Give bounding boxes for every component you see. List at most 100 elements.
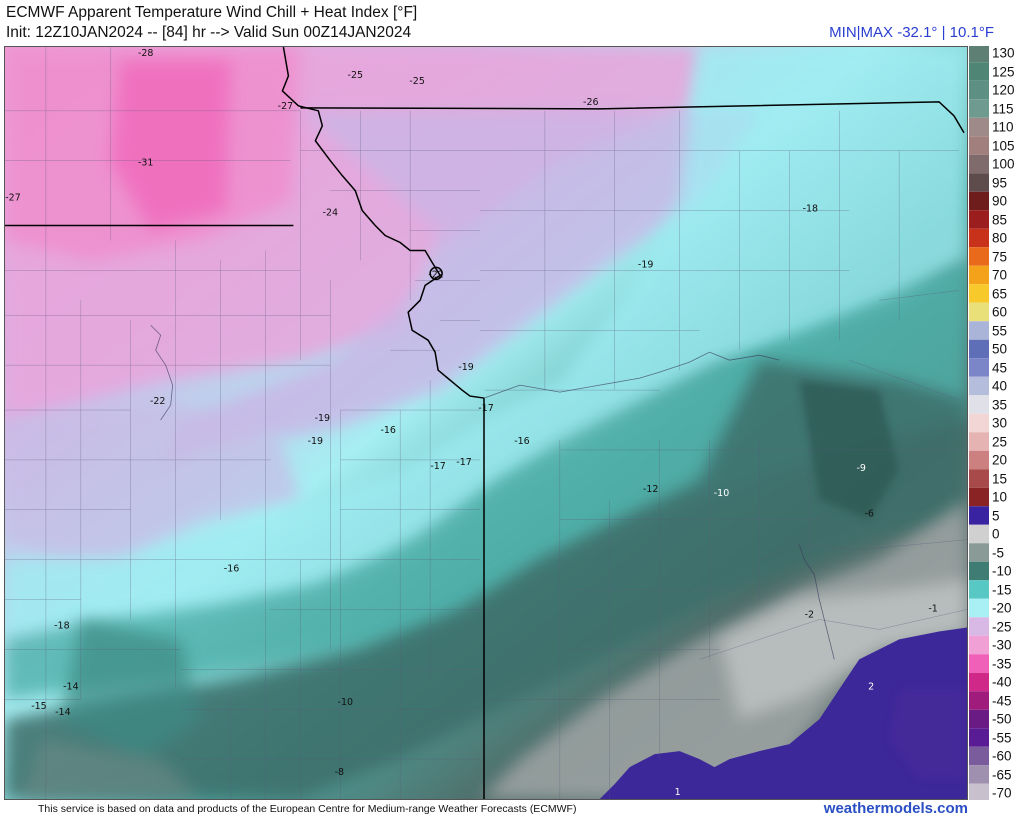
- value-label: -2: [805, 609, 814, 620]
- value-label: -18: [803, 204, 818, 215]
- state-borders: [5, 47, 965, 799]
- value-label: -17: [478, 403, 493, 414]
- color-scale-swatch: [969, 62, 989, 81]
- color-scale-swatch: [969, 746, 989, 766]
- color-scale-label: 130: [992, 45, 1015, 61]
- color-scale-swatch: [969, 432, 989, 451]
- value-label: -27: [278, 101, 293, 112]
- map-title: ECMWF Apparent Temperature Wind Chill + …: [6, 4, 418, 21]
- value-label: -17: [430, 461, 445, 472]
- color-scale-swatch: [969, 376, 989, 396]
- value-label: 2: [868, 681, 874, 692]
- color-scale-swatch: [969, 580, 989, 599]
- rivers: [150, 324, 835, 660]
- value-label: -16: [380, 425, 395, 436]
- color-scale-swatch: [969, 80, 989, 100]
- color-scale-swatch: [969, 284, 989, 303]
- color-scale-swatch: [969, 765, 989, 784]
- color-scale-swatch: [969, 358, 989, 377]
- color-scale-label: 125: [992, 64, 1015, 79]
- color-scale-swatch: [969, 709, 989, 729]
- color-scale-label: 120: [992, 82, 1015, 98]
- color-scale-label: 95: [992, 175, 1008, 190]
- temperature-field: [5, 47, 967, 799]
- color-scale-swatch: [969, 469, 989, 488]
- value-label: -25: [409, 76, 424, 87]
- color-scale-label: 115: [992, 101, 1014, 116]
- color-scale-label: 60: [992, 304, 1008, 320]
- color-scale-swatch: [969, 191, 989, 211]
- color-scale-label: -25: [992, 619, 1012, 634]
- value-label: -27: [5, 193, 20, 204]
- value-label: -8: [335, 767, 344, 778]
- color-scale-label: 5: [992, 508, 1000, 523]
- value-label: -19: [315, 413, 330, 424]
- color-scale-swatch: [969, 210, 989, 229]
- value-label: -12: [643, 484, 658, 495]
- color-scale-label: 20: [992, 452, 1008, 468]
- color-scale-swatch: [969, 154, 989, 174]
- color-scale-label: 10: [992, 489, 1008, 505]
- color-scale-label: 15: [992, 471, 1008, 486]
- color-scale-label: -20: [992, 600, 1012, 616]
- value-label: -24: [323, 208, 338, 219]
- color-scale-swatch: [969, 728, 989, 747]
- color-scale-label: -10: [992, 563, 1012, 579]
- value-label: -31: [138, 158, 153, 169]
- value-label: -19: [638, 259, 653, 270]
- color-scale-swatch: [969, 302, 989, 322]
- color-scale-label: 70: [992, 267, 1008, 283]
- color-scale-swatch: [969, 265, 989, 285]
- color-scale-label: 30: [992, 415, 1008, 431]
- color-scale-label: -5: [992, 545, 1005, 560]
- color-scale-swatch: [969, 117, 989, 137]
- color-scale-label: -60: [992, 748, 1012, 764]
- value-labels: -28-25-25-26-27-31-27-24 -18-19-22-19-22-…: [5, 48, 938, 798]
- value-label: -25: [348, 70, 363, 81]
- color-scale-swatch: [969, 99, 989, 118]
- color-scale-label: 75: [992, 249, 1008, 264]
- value-label: -16: [224, 564, 239, 575]
- color-scale-label: 90: [992, 193, 1008, 209]
- color-scale-label: 45: [992, 360, 1008, 375]
- value-label: -28: [138, 48, 153, 59]
- color-scale-label: 80: [992, 230, 1008, 246]
- color-scale-label: 25: [992, 434, 1008, 449]
- color-scale-label: 50: [992, 341, 1008, 357]
- value-label: -1: [928, 604, 937, 615]
- value-label: 1: [675, 787, 681, 798]
- color-scale-swatch: [969, 635, 989, 655]
- color-scale-swatch: [969, 395, 989, 414]
- value-label: -26: [583, 97, 598, 108]
- color-scale-swatch: [969, 598, 989, 618]
- value-label: -10: [714, 488, 729, 499]
- color-scale-swatch: [969, 783, 989, 800]
- color-scale-swatch: [969, 654, 989, 673]
- color-scale-label: -50: [992, 711, 1012, 727]
- value-label: -10: [338, 697, 353, 708]
- color-scale-label: -55: [992, 730, 1012, 745]
- brand-link[interactable]: weathermodels.com: [823, 800, 968, 817]
- color-scale-label: 110: [992, 119, 1014, 135]
- color-scale-swatch: [969, 173, 989, 192]
- value-label: -22: [150, 396, 165, 407]
- ecmwf-disclaimer: This service is based on data and produc…: [38, 803, 577, 815]
- value-label: -18: [54, 620, 69, 631]
- color-scale-swatch: [969, 672, 989, 692]
- value-label: -17: [456, 457, 471, 468]
- color-scale-label: 55: [992, 323, 1008, 338]
- color-scale-swatch: [969, 247, 989, 266]
- value-label: -6: [864, 509, 873, 520]
- color-scale-swatch: [969, 617, 989, 636]
- value-label: -16: [514, 436, 529, 447]
- min-max-readout: MIN|MAX -32.1° | 10.1°F: [829, 24, 994, 41]
- color-scale-label: 65: [992, 286, 1008, 301]
- color-scale-label: 40: [992, 378, 1008, 394]
- value-label: -14: [55, 707, 70, 718]
- value-label: -9: [856, 463, 865, 474]
- temperature-map[interactable]: -28-25-25-26-27-31-27-24 -18-19-22-19-22-…: [4, 46, 968, 800]
- color-scale-swatch: [969, 524, 989, 544]
- color-scale-swatch: [969, 136, 989, 155]
- color-scale-swatch: [969, 506, 989, 525]
- color-scale-label: -40: [992, 674, 1012, 690]
